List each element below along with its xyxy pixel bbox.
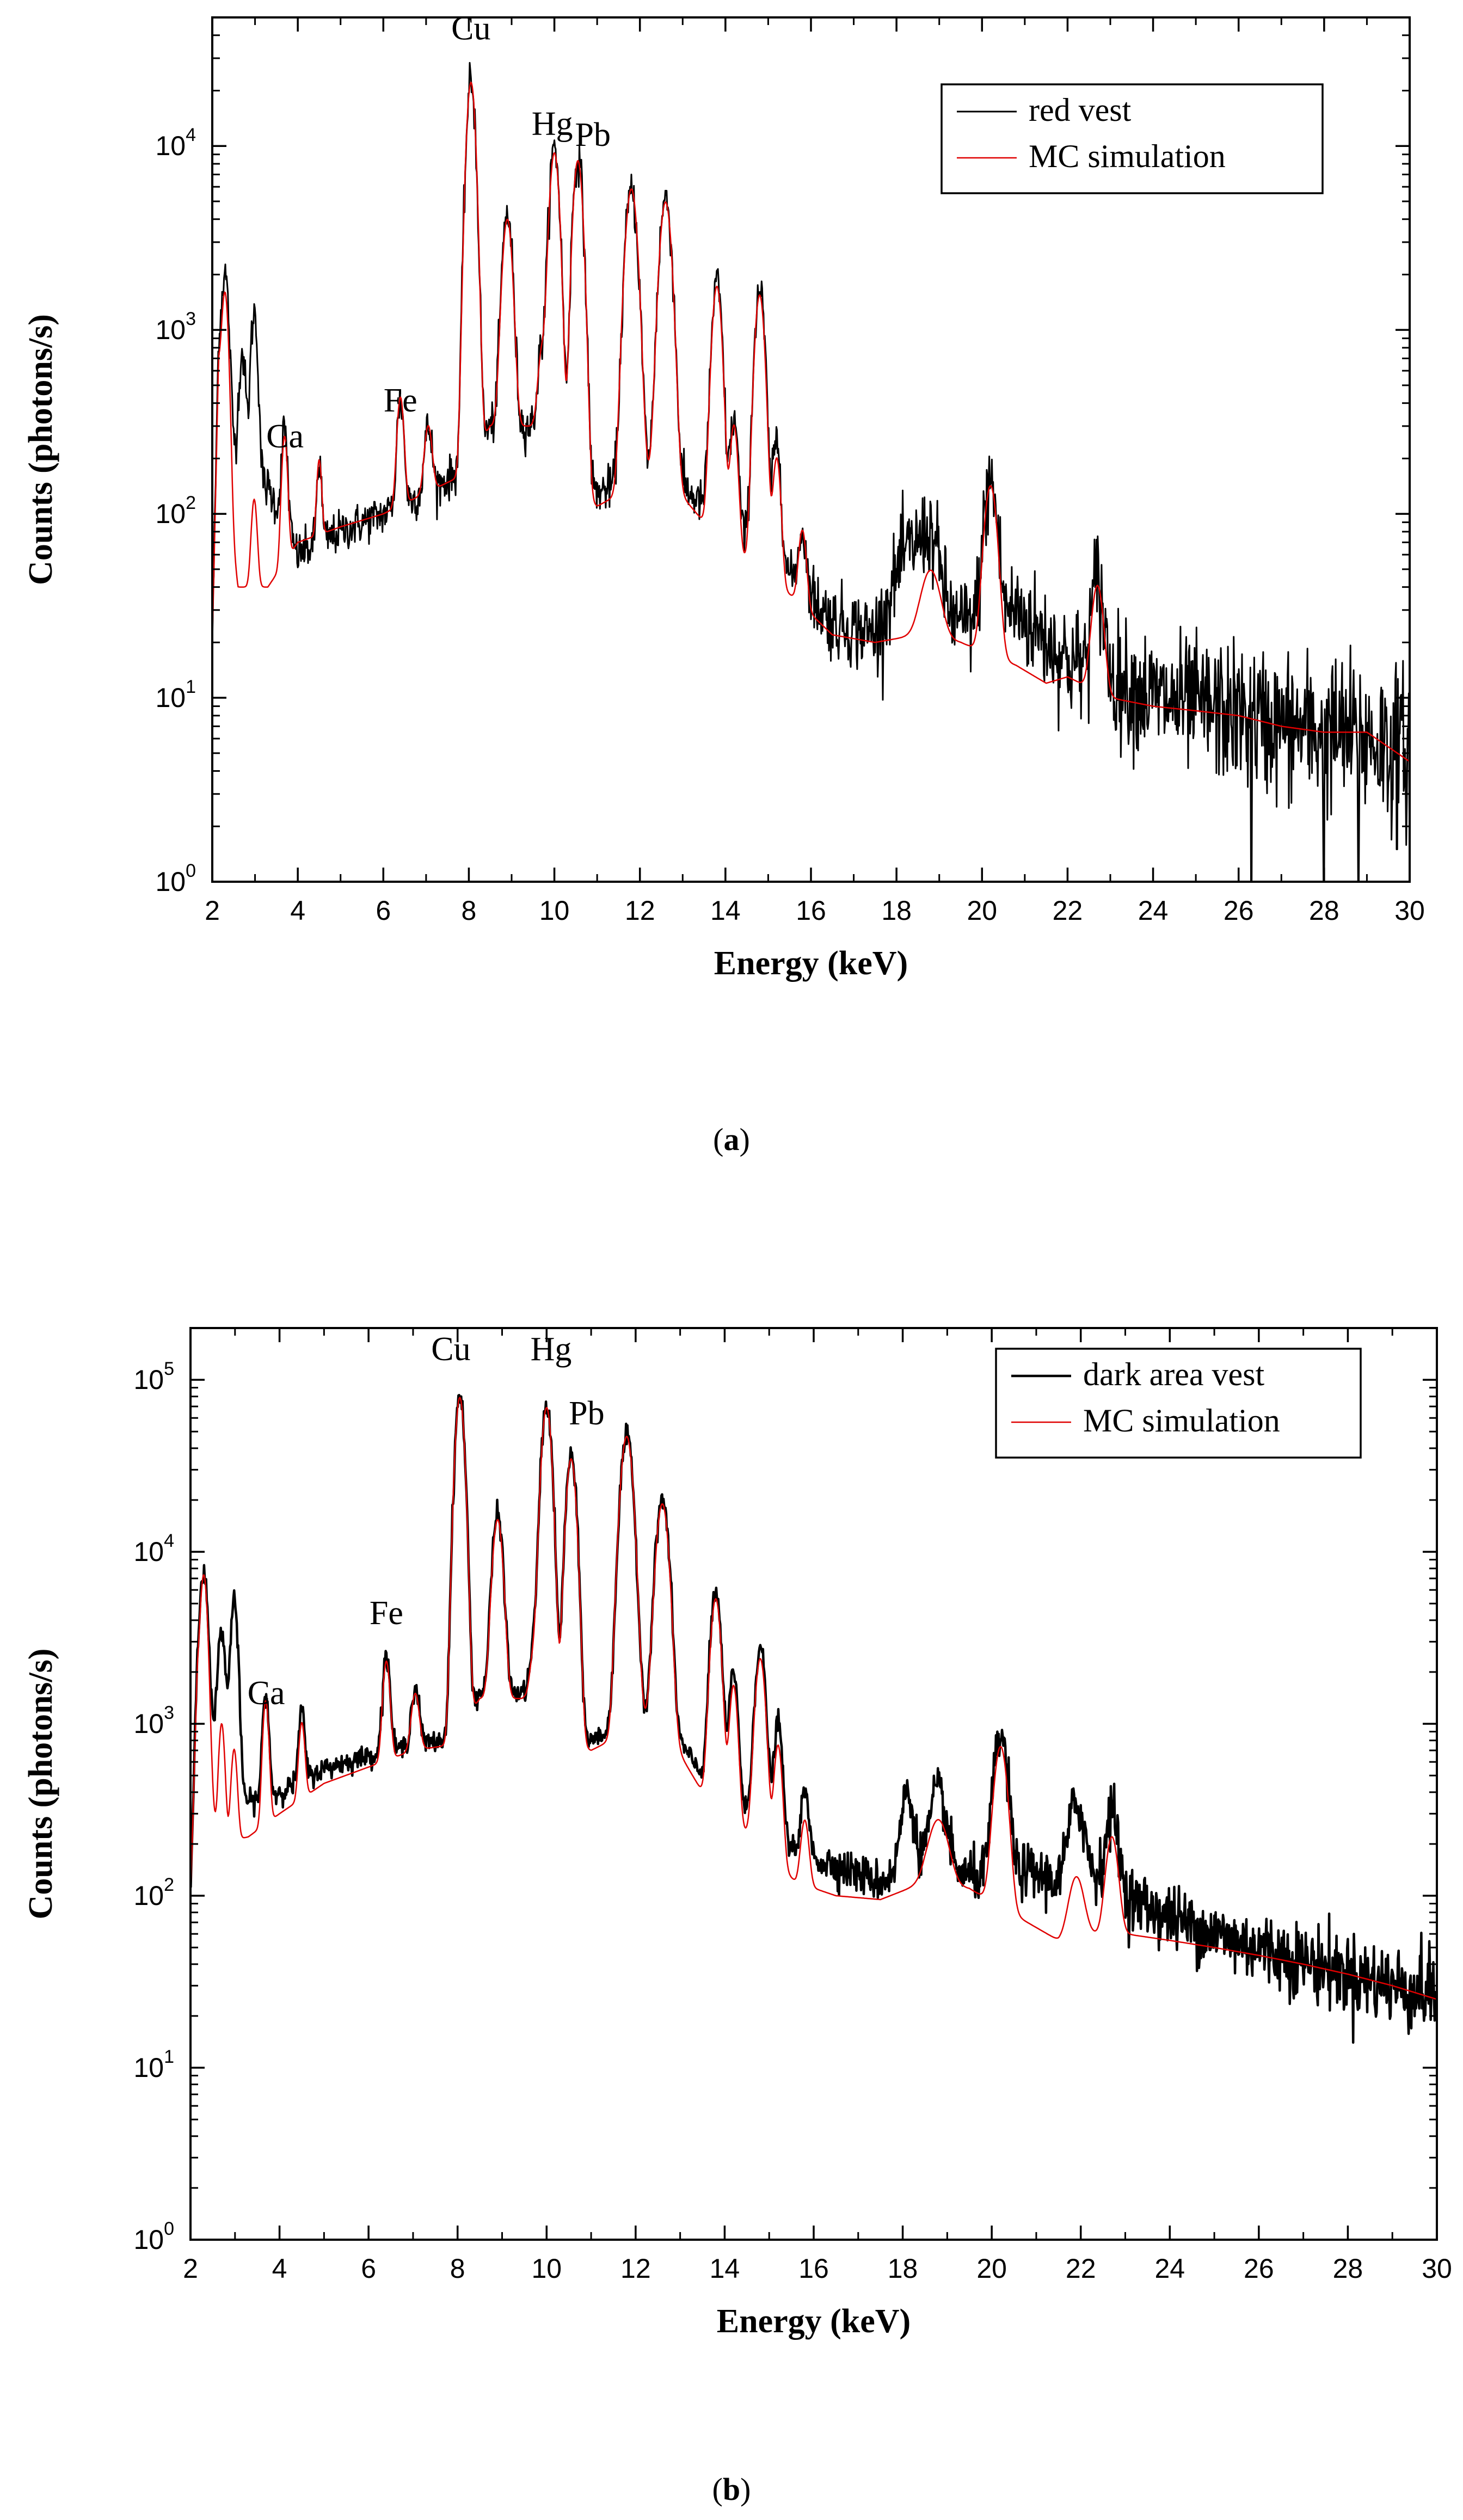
x-tick-label: 28 bbox=[1309, 895, 1339, 926]
x-tick-label: 26 bbox=[1244, 2253, 1274, 2284]
legend-label: red vest bbox=[1029, 92, 1132, 128]
y-tick-label: 101 bbox=[155, 677, 196, 713]
x-tick-label: 20 bbox=[967, 895, 997, 926]
x-tick-label: 2 bbox=[183, 2253, 198, 2284]
x-tick-label: 12 bbox=[625, 895, 655, 926]
peak-label-cu: Cu bbox=[431, 1331, 470, 1368]
x-tick-label: 28 bbox=[1333, 2253, 1363, 2284]
caption-a: (a) bbox=[713, 1122, 750, 1157]
y-tick-label: 104 bbox=[155, 125, 196, 161]
y-tick-label: 104 bbox=[133, 1531, 174, 1567]
x-tick-label: 10 bbox=[531, 2253, 562, 2284]
x-tick-label: 2 bbox=[205, 895, 220, 926]
legend-box bbox=[995, 1348, 1362, 1459]
peak-label-fe: Fe bbox=[370, 1595, 403, 1632]
peak-label-fe: Fe bbox=[384, 382, 417, 419]
x-tick-label: 24 bbox=[1138, 895, 1169, 926]
series-line-sample bbox=[211, 62, 1411, 883]
series-line-mc-simulation bbox=[190, 1397, 1437, 2000]
y-axis-title: Counts (photons/s) bbox=[22, 314, 59, 585]
x-tick-label: 10 bbox=[539, 895, 570, 926]
x-tick-label: 20 bbox=[976, 2253, 1007, 2284]
plot-frame bbox=[189, 1327, 1438, 2241]
x-axis-title: Energy (keV) bbox=[717, 2303, 911, 2340]
x-tick-label: 14 bbox=[710, 2253, 740, 2284]
x-axis-title: Energy (keV) bbox=[714, 945, 908, 982]
y-tick-label: 100 bbox=[155, 861, 196, 897]
peak-label-ca: Ca bbox=[266, 418, 304, 455]
x-tick-label: 8 bbox=[450, 2253, 465, 2284]
x-tick-label: 22 bbox=[1053, 895, 1083, 926]
series-line-mc-simulation bbox=[212, 81, 1410, 763]
x-tick-label: 12 bbox=[620, 2253, 651, 2284]
y-tick-label: 103 bbox=[133, 1702, 174, 1739]
x-tick-label: 16 bbox=[796, 895, 826, 926]
x-tick-label: 6 bbox=[376, 895, 391, 926]
y-axis-title: Counts (photons/s) bbox=[22, 1649, 59, 1920]
x-tick-label: 22 bbox=[1066, 2253, 1096, 2284]
x-tick-label: 18 bbox=[881, 895, 912, 926]
x-tick-label: 30 bbox=[1422, 2253, 1452, 2284]
x-tick-label: 14 bbox=[710, 895, 741, 926]
y-tick-label: 105 bbox=[133, 1359, 174, 1395]
peak-label-hg: Hg bbox=[531, 1331, 572, 1368]
y-tick-label: 102 bbox=[133, 1874, 174, 1911]
peak-label-cu: Cu bbox=[451, 10, 490, 47]
peak-label-hg: Hg bbox=[532, 106, 573, 143]
x-tick-label: 8 bbox=[462, 895, 477, 926]
panel-a-chart: 2 4 6 8 10 12 14 16 18 20 22 24 26 28 3010010110210310… bbox=[22, 10, 1425, 982]
legend-label: MC simulation bbox=[1029, 138, 1226, 174]
legend-label: dark area vest bbox=[1083, 1356, 1264, 1392]
x-tick-label: 4 bbox=[290, 895, 305, 926]
caption-b: (b) bbox=[712, 2472, 751, 2507]
x-tick-label: 18 bbox=[888, 2253, 918, 2284]
x-tick-label: 24 bbox=[1154, 2253, 1185, 2284]
legend-box bbox=[941, 83, 1324, 194]
y-tick-label: 100 bbox=[133, 2218, 174, 2255]
y-tick-label: 103 bbox=[155, 309, 196, 345]
x-tick-label: 16 bbox=[798, 2253, 829, 2284]
x-tick-label: 26 bbox=[1224, 895, 1254, 926]
y-tick-label: 102 bbox=[155, 493, 196, 529]
x-tick-label: 6 bbox=[361, 2253, 376, 2284]
peak-label-pb: Pb bbox=[569, 1395, 604, 1432]
peak-label-pb: Pb bbox=[575, 116, 611, 153]
x-tick-label: 30 bbox=[1394, 895, 1425, 926]
peak-label-ca: Ca bbox=[248, 1675, 285, 1712]
legend-label: MC simulation bbox=[1083, 1403, 1280, 1439]
y-tick-label: 101 bbox=[133, 2046, 174, 2083]
series-line-sample bbox=[189, 1394, 1438, 2044]
x-tick-label: 4 bbox=[272, 2253, 287, 2284]
panel-b-chart: 2 4 6 8 10 12 14 16 18 20 22 24 26 28 3010010110210310… bbox=[22, 1327, 1452, 2340]
